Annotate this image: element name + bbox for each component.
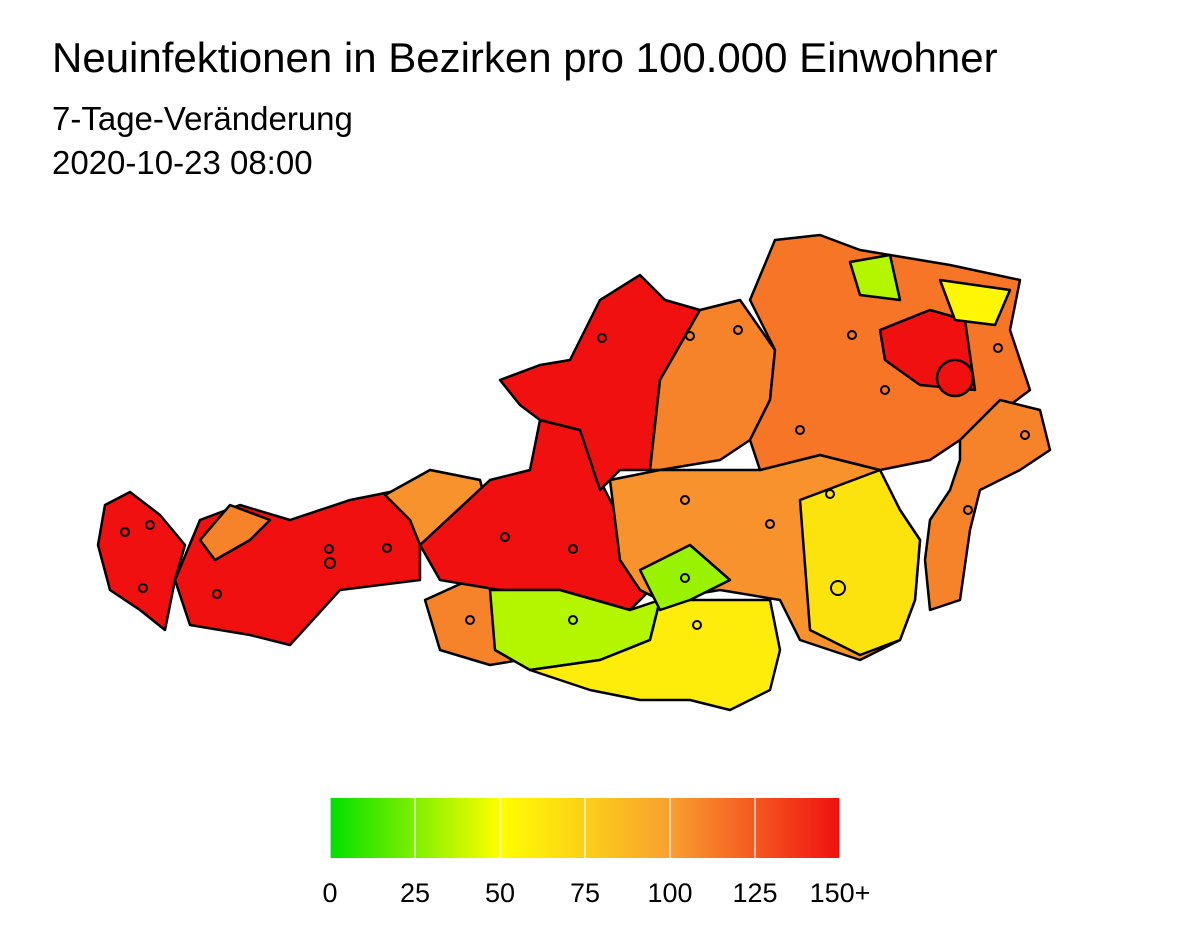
region: [935, 358, 975, 398]
colorbar-tick-label: 125: [732, 878, 777, 908]
map: [96, 233, 1052, 712]
title: Neuinfektionen in Bezirken pro 100.000 E…: [52, 34, 998, 81]
colorbar-tick-label: 0: [322, 878, 337, 908]
date: 2020-10-23 08:00: [52, 144, 313, 181]
colorbar-tick-label: 75: [570, 878, 600, 908]
colorbar-tick-label: 100: [647, 878, 692, 908]
region: [96, 490, 187, 632]
colorbar-tick-label: 150+: [810, 878, 871, 908]
region: [198, 503, 272, 562]
region: [923, 398, 1052, 612]
region: [848, 253, 902, 302]
region: [638, 543, 732, 612]
district-markers: [120, 325, 1030, 630]
region: [798, 468, 922, 657]
colorbar-tick-label: 25: [400, 878, 430, 908]
region: [528, 598, 782, 712]
subtitle: 7-Tage-Veränderung: [52, 100, 353, 137]
region: [938, 278, 1012, 327]
colorbar-tick-label: 50: [485, 878, 515, 908]
region: [648, 298, 777, 472]
